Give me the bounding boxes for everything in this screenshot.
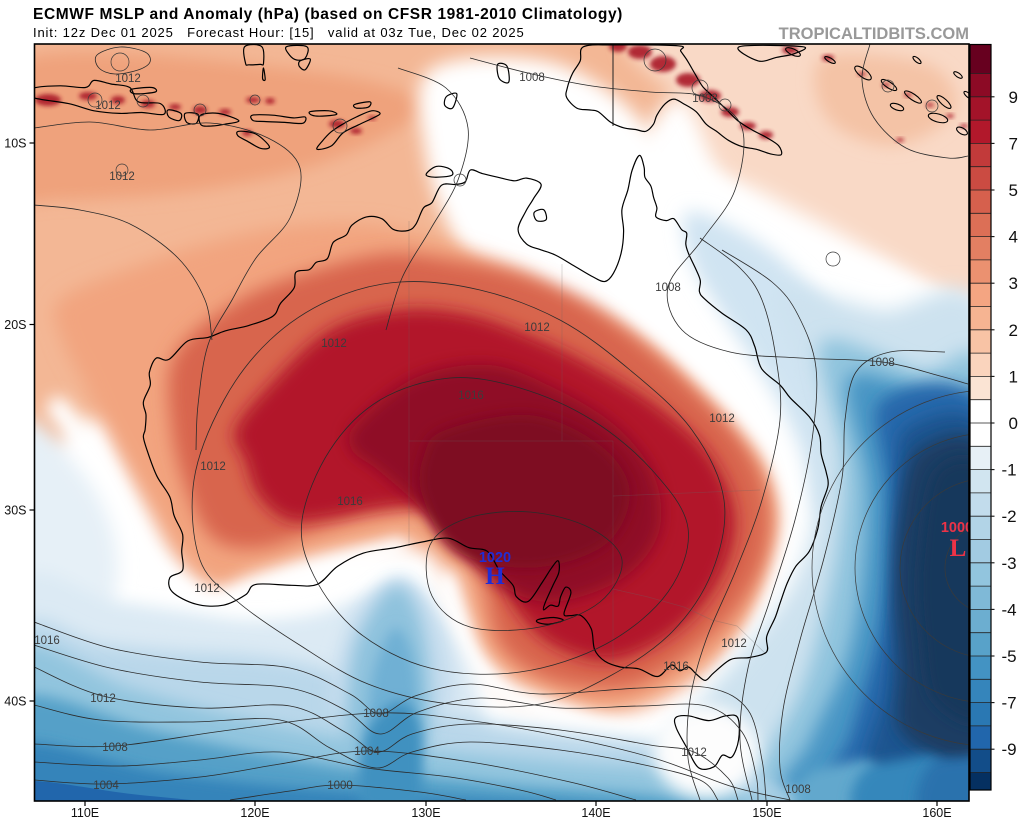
svg-text:1012: 1012 <box>709 413 735 425</box>
svg-text:1012: 1012 <box>321 338 347 350</box>
svg-text:H: H <box>485 563 505 590</box>
svg-text:3: 3 <box>1009 274 1018 293</box>
svg-text:1012: 1012 <box>115 73 141 85</box>
svg-text:150E: 150E <box>752 806 781 820</box>
svg-text:1008: 1008 <box>519 72 545 84</box>
svg-text:1008: 1008 <box>363 708 389 720</box>
svg-text:1000: 1000 <box>327 780 353 792</box>
svg-text:1016: 1016 <box>337 496 363 508</box>
svg-text:1012: 1012 <box>90 693 116 705</box>
svg-text:5: 5 <box>1009 181 1018 200</box>
svg-text:TROPICALTIDBITS.COM: TROPICALTIDBITS.COM <box>779 25 969 43</box>
svg-text:1012: 1012 <box>681 747 707 759</box>
svg-text:1008: 1008 <box>869 357 895 369</box>
svg-text:ECMWF MSLP and Anomaly (hPa) (: ECMWF MSLP and Anomaly (hPa) (based on C… <box>33 6 623 23</box>
svg-text:1012: 1012 <box>721 638 747 650</box>
svg-text:1012: 1012 <box>200 461 226 473</box>
svg-text:2: 2 <box>1009 321 1018 340</box>
svg-text:1016: 1016 <box>663 661 689 673</box>
svg-text:1012: 1012 <box>524 322 550 334</box>
svg-text:1004: 1004 <box>354 746 380 758</box>
svg-text:10S: 10S <box>4 137 26 151</box>
svg-text:4: 4 <box>1009 228 1018 247</box>
svg-text:1: 1 <box>1009 367 1018 386</box>
svg-text:1008: 1008 <box>692 93 718 105</box>
svg-text:110E: 110E <box>71 806 99 820</box>
svg-text:1008: 1008 <box>102 742 128 754</box>
svg-text:7: 7 <box>1009 134 1018 153</box>
svg-text:-9: -9 <box>1002 740 1017 759</box>
svg-text:9: 9 <box>1009 88 1018 107</box>
svg-text:1004: 1004 <box>93 780 119 792</box>
svg-text:140E: 140E <box>581 806 610 820</box>
svg-text:20S: 20S <box>4 318 26 332</box>
svg-text:-3: -3 <box>1002 554 1017 573</box>
svg-text:-7: -7 <box>1002 694 1017 713</box>
svg-text:1008: 1008 <box>655 282 681 294</box>
svg-text:30S: 30S <box>4 504 26 518</box>
svg-text:1000: 1000 <box>941 520 973 536</box>
svg-text:1012: 1012 <box>194 583 220 595</box>
svg-text:0: 0 <box>1009 414 1018 433</box>
svg-text:1016: 1016 <box>34 635 60 647</box>
svg-text:40S: 40S <box>4 695 26 709</box>
svg-text:-4: -4 <box>1002 600 1017 619</box>
svg-text:1012: 1012 <box>109 171 135 183</box>
svg-text:120E: 120E <box>240 806 269 820</box>
svg-text:-5: -5 <box>1002 647 1017 666</box>
svg-text:1008: 1008 <box>785 784 811 796</box>
svg-text:Init: 12z Dec 01 2025 Foreca: Init: 12z Dec 01 2025 Forecast Hour: [15… <box>33 25 525 40</box>
svg-text:1012: 1012 <box>95 100 121 112</box>
svg-text:L: L <box>950 535 967 562</box>
svg-text:1016: 1016 <box>458 390 484 402</box>
svg-text:130E: 130E <box>411 806 440 820</box>
svg-text:1020: 1020 <box>479 550 511 566</box>
svg-text:160E: 160E <box>922 806 951 820</box>
svg-text:-2: -2 <box>1002 507 1017 526</box>
svg-text:-1: -1 <box>1002 461 1017 480</box>
